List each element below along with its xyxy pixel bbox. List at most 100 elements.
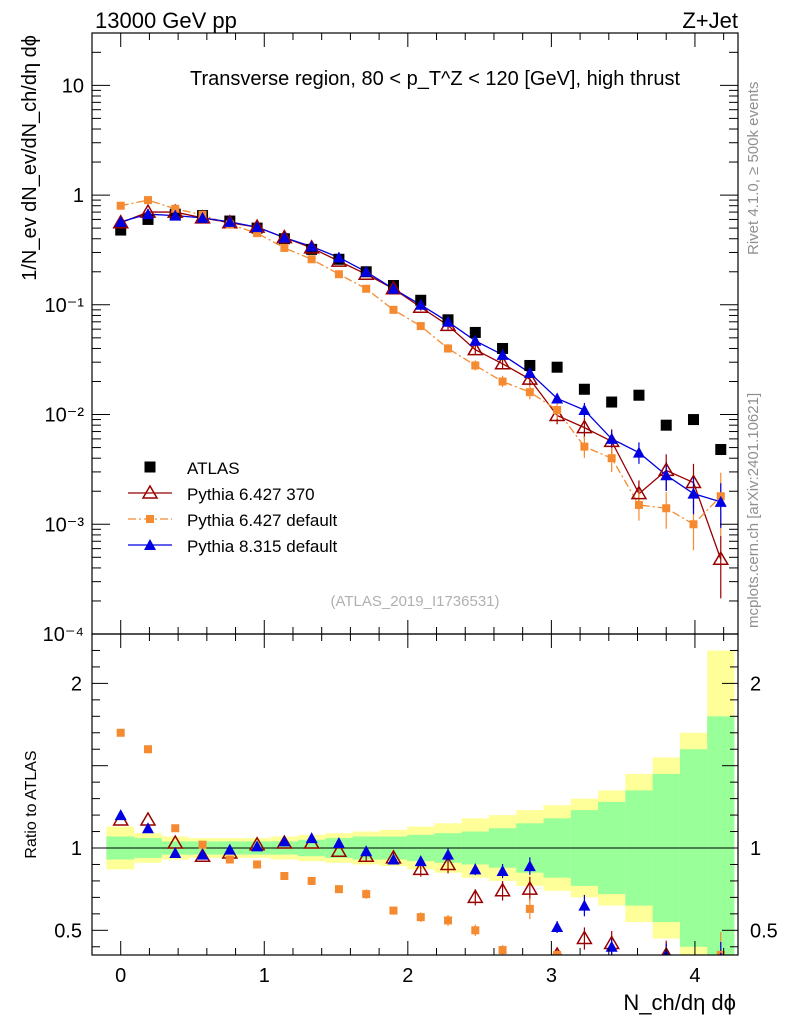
series-3-main-marker [523,366,536,378]
series-3-main-marker [387,282,400,294]
series-0-main-marker [551,361,563,373]
series-1-ratio-marker [576,930,593,945]
series-0-main-marker [578,383,590,395]
series-3-ratio-marker [551,921,564,933]
series-2-main-marker [389,305,398,314]
series-2-ratio-marker [253,860,262,869]
series-1-main-marker [685,474,702,489]
legend-marker [141,484,159,499]
series-3-main-marker [169,209,182,221]
legend-label: Pythia 6.427 default [187,511,338,530]
series-3-main-marker [278,231,291,243]
series-2-main-marker [280,243,289,252]
series-2-main-marker [498,377,507,386]
series-1-ratio-marker [661,946,672,955]
ratio-axis-label: Ratio to ATLAS [23,750,40,858]
series-2-main-marker [689,520,698,529]
legend-label: Pythia 6.427 370 [187,485,315,504]
series-2-main-marker [580,442,589,451]
series-3-main-marker [687,487,700,499]
series-3-ratio-marker [719,952,723,955]
series-3-main-marker [114,215,127,227]
series-0-main-marker [715,444,727,456]
x-axis-label: N_ch/dη dϕ [623,990,736,1015]
y-tick-label: 10 [62,75,84,97]
series-2-main-marker [525,388,534,397]
series-3-main-marker [141,208,154,220]
series-3-ratio-marker [196,848,209,860]
series-2-main-marker [143,196,152,205]
y-tick-label: 10⁻³ [45,514,85,536]
series-2-ratio-marker [525,904,534,913]
legend-marker [144,461,156,473]
series-2-main-marker [634,500,643,509]
series-3-ratio-marker [414,855,427,867]
ratio-y-tick-label-right: 2 [750,673,761,695]
series-2-ratio-marker [444,916,453,925]
x-tick-label: 3 [546,965,557,987]
series-3-main-marker [223,215,236,227]
series-3-ratio-marker [578,899,591,911]
mcplots-label: mcplots.cern.ch [arXiv:2401.10621] [745,392,762,628]
series-2-ratio-marker [225,855,234,864]
series-3-ratio-marker [332,837,345,849]
y-axis-label: 1/N_ev dN_ev/dN_ch/dη dϕ [19,35,41,281]
series-1-main-line [120,211,722,560]
ratio-frame [91,633,739,956]
series-3-ratio-marker [469,863,482,875]
series-1-main-marker [548,407,566,422]
series-2-main-marker [416,322,425,331]
series-2-ratio-marker [389,906,398,915]
series-2-main-marker [553,405,562,414]
series-3-ratio-marker [523,860,536,872]
series-1-main-marker [466,341,484,356]
legend-label: ATLAS [187,459,240,478]
series-3-ratio-marker [223,843,236,855]
series-2-main-marker [253,229,262,238]
series-3-ratio-marker [114,809,127,821]
series-2-main-marker [607,454,616,463]
series-2-ratio-marker [580,959,588,967]
series-2-ratio-marker [608,959,616,967]
legend-marker [146,515,154,523]
analysis-id: (ATLAS_2019_I1736531) [330,593,499,610]
series-3-ratio-marker [305,832,318,844]
series-2-main-marker [362,284,371,293]
series-3-main-marker [578,403,591,415]
ratio-y-tick-label-right: 1 [750,838,761,860]
series-2-ratio-marker [307,876,316,885]
series-1-main-marker [112,214,130,229]
y-tick-label: 10⁻⁴ [43,624,84,646]
series-1-ratio-marker [521,880,539,895]
ratio-y-tick-label: 0.5 [54,920,82,942]
series-2-ratio-marker [198,840,207,849]
series-1-main-marker [630,485,648,500]
series-3-main-marker [332,251,345,263]
series-1-ratio-marker [412,860,430,876]
stat-band-bin [707,716,735,955]
series-3-main-marker [632,446,645,458]
legend-marker [144,539,156,550]
x-tick-label: 2 [402,965,413,987]
series-0-main-marker [497,342,509,354]
main-markers [112,196,730,565]
series-3-main-marker [251,221,264,233]
series-0-main-marker [687,414,699,426]
series-0-main-marker [660,419,672,431]
series-3-main-marker [660,469,673,481]
y-tick-label: 1 [73,185,84,207]
series-1-ratio-marker [494,882,511,897]
axes: 0 1 2 3 4 10 1 10⁻¹ 10⁻² 10⁻³ 10⁻⁴ 0.5 0.5 1 1 2 2 1/N_ev… [19,32,778,1015]
series-3-ratio-marker [278,835,291,847]
series-3-main-marker [360,265,373,277]
series-2-ratio-marker [498,946,507,955]
x-tick-label: 0 [115,965,126,987]
data-markers [112,196,730,967]
plot-title: Transverse region, 80 < p_T^Z < 120 [GeV… [190,68,680,90]
series-2-ratio-marker [553,951,562,955]
series-2-ratio-marker [416,913,425,922]
main-error-bars [311,257,722,599]
series-3-ratio-marker [387,853,400,865]
series-3-main-marker [605,432,618,444]
process-label: Z+Jet [682,8,738,33]
